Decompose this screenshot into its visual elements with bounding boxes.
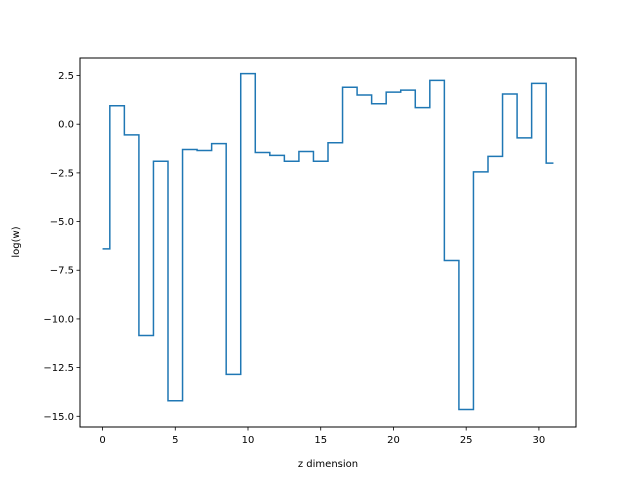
y-axis-label: log(w): [11, 226, 22, 257]
y-tick-label: −10.0: [43, 314, 74, 325]
y-tick-label: −12.5: [43, 363, 74, 374]
x-tick-label: 0: [99, 435, 105, 446]
x-tick-label: 25: [460, 435, 473, 446]
plot-area: [102, 72, 554, 411]
x-tick-label: 15: [314, 435, 327, 446]
x-tick-label: 30: [533, 435, 546, 446]
x-axis: 0 5 10 15 20 25 30: [99, 427, 545, 446]
y-axis: 2.5 0.0 −2.5 −5.0 −7.5 −10.0 −12.5 −15.0: [43, 71, 80, 423]
x-tick-label: 20: [387, 435, 400, 446]
y-tick-label: −2.5: [50, 168, 74, 179]
axes-frame: [79, 57, 577, 428]
x-tick-label: 10: [242, 435, 255, 446]
x-axis-label: z dimension: [298, 459, 358, 470]
y-tick-label: −5.0: [50, 217, 74, 228]
y-tick-label: −15.0: [43, 412, 74, 423]
y-tick-label: 0.0: [58, 120, 74, 131]
x-tick-label: 5: [172, 435, 178, 446]
series-line-0: [102, 72, 554, 411]
y-tick-label: 2.5: [58, 71, 74, 82]
y-tick-label: −7.5: [50, 266, 74, 277]
